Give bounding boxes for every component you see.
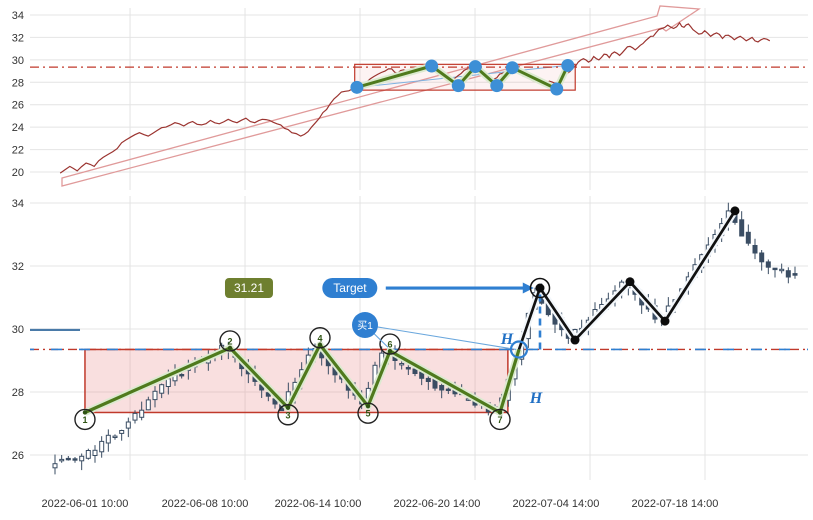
breakout-circle <box>509 340 529 359</box>
y-tick-label: 34 <box>12 10 24 22</box>
y-axis-ticks: 34 32 30 28 26 24 22 20 34 32 30 28 26 <box>12 10 24 462</box>
y-tick-label: 30 <box>12 55 24 67</box>
y-tick-label: 22 <box>12 145 24 157</box>
target-arrowhead-icon <box>522 282 534 294</box>
x-axis-labels: 2022-06-01 10:00 2022-06-08 10:00 2022-06-… <box>42 498 719 510</box>
swing-dot <box>535 283 545 293</box>
pivot-number: 3 <box>286 410 291 420</box>
y-tick-label: 30 <box>12 324 24 336</box>
pivot-markers: 1 2 3 4 5 6 7 <box>74 327 511 431</box>
pivot-number: 6 <box>387 340 392 350</box>
price-line <box>59 21 771 174</box>
buy-1-badge[interactable]: 买1 <box>352 311 379 338</box>
y-tick-label: 28 <box>12 77 24 89</box>
swing-dot <box>625 277 635 287</box>
y-tick-label: 32 <box>12 261 24 273</box>
y-tick-label: 24 <box>12 122 24 134</box>
x-axis-label: 2022-07-18 14:00 <box>632 498 719 510</box>
y-tick-label: 26 <box>12 450 24 462</box>
pivot-number: 4 <box>317 333 322 343</box>
pivot-number: 1 <box>82 415 87 425</box>
pivot-number: 2 <box>228 336 233 346</box>
y-tick-label: 26 <box>12 100 24 112</box>
pivot-circle <box>379 333 401 355</box>
swing-dots <box>535 206 740 345</box>
pivot-number: 7 <box>498 415 503 425</box>
pivot-circle <box>489 408 511 431</box>
pivot-dots-top <box>350 58 575 96</box>
circled-swing-dot <box>529 277 551 299</box>
pivot-circle <box>219 330 241 352</box>
swing-line <box>517 210 737 350</box>
swing-dot <box>570 335 580 345</box>
h-height-label-lower: H <box>529 389 543 407</box>
y-tick-label: 32 <box>12 32 24 44</box>
x-axis-label: 2022-06-20 14:00 <box>394 498 481 510</box>
h-height-label-upper: H <box>500 331 514 349</box>
pivot-number: 5 <box>366 409 371 419</box>
candlestick-series <box>52 202 798 475</box>
trend-channel-arrow <box>61 5 701 187</box>
y-tick-label: 20 <box>12 167 24 179</box>
x-axis-label: 2022-06-14 10:00 <box>275 498 362 510</box>
pivot-circle <box>74 408 96 431</box>
pivot-circle <box>309 327 331 349</box>
target-label[interactable]: Target <box>322 278 378 299</box>
swing-dot <box>730 206 740 216</box>
x-axis-label: 2022-06-08 10:00 <box>162 498 249 510</box>
pivot-circle <box>277 404 299 426</box>
measured-price-label[interactable]: 31.21 <box>225 278 274 299</box>
swing-dot <box>660 316 670 326</box>
x-axis-label: 2022-07-04 14:00 <box>513 498 600 510</box>
x-axis-label: 2022-06-01 10:00 <box>42 498 129 510</box>
zigzag-bottom <box>84 343 521 415</box>
y-tick-label: 28 <box>12 387 24 399</box>
pivot-circle <box>357 402 379 424</box>
y-tick-label: 34 <box>12 198 24 210</box>
